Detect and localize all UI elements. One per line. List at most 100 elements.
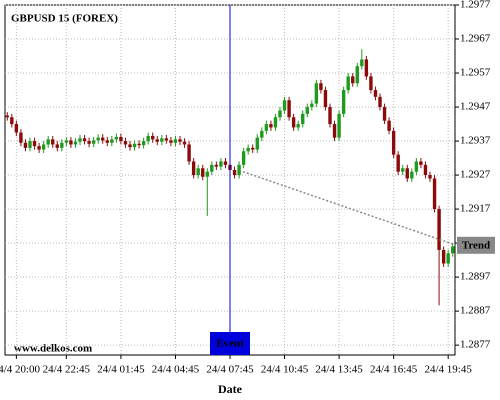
candle-body (451, 246, 455, 254)
candle-body (205, 171, 209, 177)
candle-body (341, 90, 346, 114)
x-tick-label: 24/4 13:45 (315, 364, 363, 376)
candle-body (87, 141, 91, 144)
candle-body (432, 178, 437, 210)
candle-body (446, 253, 450, 264)
candle-body (260, 130, 264, 138)
candle-body (137, 143, 141, 146)
candle-body (360, 59, 364, 67)
candle-body (364, 59, 369, 77)
candle-body (332, 124, 337, 138)
candle-body (351, 76, 355, 84)
candle-body (187, 144, 191, 162)
candle-body (151, 135, 155, 140)
chart-title: GBPUSD 15 (FOREX) (11, 13, 118, 25)
candle-body (178, 139, 182, 142)
x-tick-label: 24/4 20:00 (0, 364, 41, 376)
candle-body (110, 139, 114, 143)
x-tick-label: 24/4 07:45 (206, 364, 254, 376)
candle-body (214, 164, 219, 167)
candle-body (60, 142, 64, 148)
candle-body (146, 135, 150, 142)
candle-body (114, 136, 119, 140)
candle-body (337, 113, 341, 138)
candle-body (32, 141, 37, 147)
candle-body (296, 124, 300, 128)
candle-body (160, 138, 164, 142)
candle-body (201, 168, 205, 177)
candle-body (132, 143, 137, 148)
candle-body (273, 117, 278, 128)
y-tick-label: 1.2917 (460, 203, 491, 215)
candle-body (5, 115, 9, 118)
candle-body (414, 161, 419, 172)
candle-body (169, 140, 173, 143)
y-tick-label: 1.2977 (460, 0, 491, 11)
candle-body (223, 161, 228, 165)
candle-body (69, 140, 73, 145)
candle-body (396, 154, 400, 172)
candle-body (428, 175, 432, 179)
candle-body (182, 141, 187, 145)
candle-body (191, 161, 196, 176)
candle-body (355, 66, 359, 84)
candle-body (123, 141, 128, 145)
candle-body (96, 137, 100, 141)
candle-body (405, 168, 409, 179)
candle-body (23, 142, 28, 148)
candle-body (264, 124, 269, 131)
candle-body (19, 132, 23, 143)
candle-body (387, 120, 391, 131)
candle-body (51, 139, 55, 145)
candle-body (310, 103, 314, 108)
candle-body (241, 151, 246, 165)
candle-body (28, 141, 32, 148)
candle-body (232, 169, 237, 176)
candle-body (141, 141, 146, 146)
candle-body (78, 138, 82, 142)
x-tick-label: 24/4 10:45 (261, 364, 309, 376)
candle-body (369, 76, 373, 91)
candle-body (401, 168, 405, 172)
candle-body (55, 144, 59, 148)
candle-body (64, 140, 69, 143)
y-tick-label: 1.2887 (460, 305, 491, 317)
x-tick-label: 24/4 19:45 (424, 364, 472, 376)
trend-line (242, 170, 456, 246)
candle-body (305, 107, 309, 114)
y-tick-label: 1.2957 (460, 67, 491, 79)
candle-body (314, 83, 319, 104)
candle-body (319, 83, 323, 91)
candle-body (346, 76, 350, 91)
candle-body (301, 113, 305, 125)
candle-body (437, 209, 441, 250)
candle-body (246, 147, 250, 152)
candle-body (410, 171, 414, 179)
footer: www.delkos.com (14, 343, 92, 355)
candle-body (278, 110, 282, 118)
candle-body (155, 139, 159, 142)
event-box (210, 332, 250, 355)
candle-body (282, 100, 287, 111)
candle-body (378, 96, 382, 108)
y-tick-label: 1.2947 (460, 101, 491, 113)
candle-body (210, 164, 214, 172)
candle-body (423, 164, 428, 176)
y-tick-label: 1.2967 (460, 33, 491, 45)
candle-body (219, 161, 223, 167)
candle-body (419, 161, 423, 165)
candle-body (328, 107, 332, 125)
y-tick-label: 1.2897 (460, 271, 491, 283)
candle-body (14, 124, 19, 133)
candle-body (382, 107, 387, 121)
candle-body (91, 140, 96, 144)
candle-body (10, 117, 14, 125)
candle-body (119, 136, 123, 142)
x-tick-label: 24/4 22:45 (43, 364, 91, 376)
candle-body (128, 144, 132, 148)
candle-body (46, 139, 50, 145)
y-tick-label: 1.2927 (460, 169, 491, 181)
candle-body (196, 168, 200, 176)
y-tick-label: 1.2877 (460, 339, 491, 351)
y-tick-label: 1.2937 (460, 135, 491, 147)
